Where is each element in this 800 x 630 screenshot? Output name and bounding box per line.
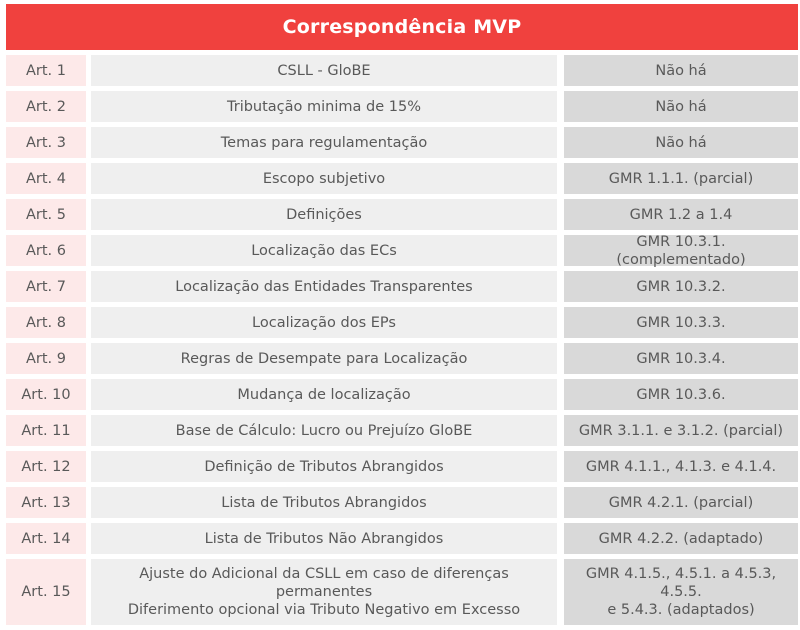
article-cell: Art. 1 <box>6 55 86 86</box>
gmr-line: GMR 4.1.5., 4.5.1. a 4.5.3, 4.5.5. <box>585 566 777 600</box>
gmr-cell: GMR 4.1.1., 4.1.3. e 4.1.4. <box>564 451 798 482</box>
gmr-cell: Não há <box>564 127 798 158</box>
gmr-cell: GMR 10.3.6. <box>564 379 798 410</box>
gmr-cell: GMR 10.3.4. <box>564 343 798 374</box>
topic-cell: Definição de Tributos Abrangidos <box>91 451 557 482</box>
topic-line: Diferimento opcional via Tributo Negativ… <box>127 602 521 618</box>
article-cell: Art. 5 <box>6 199 86 230</box>
table-row: Art. 10 Mudança de localização GMR 10.3.… <box>6 379 798 410</box>
table-row: Art. 9 Regras de Desempate para Localiza… <box>6 343 798 374</box>
gmr-cell: GMR 10.3.3. <box>564 307 798 338</box>
gmr-line: e 5.4.3. (adaptados) <box>607 602 755 618</box>
table-row: Art. 1 CSLL - GloBE Não há <box>6 55 798 86</box>
topic-cell: Localização das Entidades Transparentes <box>91 271 557 302</box>
topic-cell: Lista de Tributos Não Abrangidos <box>91 523 557 554</box>
table-row: Art. 7 Localização das Entidades Transpa… <box>6 271 798 302</box>
gmr-cell: GMR 4.2.1. (parcial) <box>564 487 798 518</box>
table-row: Art. 13 Lista de Tributos Abrangidos GMR… <box>6 487 798 518</box>
article-cell: Art. 3 <box>6 127 86 158</box>
article-cell: Art. 15 <box>6 559 86 625</box>
table-title: Correspondência MVP <box>6 4 798 50</box>
article-cell: Art. 14 <box>6 523 86 554</box>
table-body: Art. 1 CSLL - GloBE Não há Art. 2 Tribut… <box>6 55 798 630</box>
topic-cell: Lista de Tributos Abrangidos <box>91 487 557 518</box>
topic-cell: Temas para regulamentação <box>91 127 557 158</box>
table-row: Art. 4 Escopo subjetivo GMR 1.1.1. (parc… <box>6 163 798 194</box>
topic-cell: Tributação minima de 15% <box>91 91 557 122</box>
topic-cell: Regras de Desempate para Localização <box>91 343 557 374</box>
article-cell: Art. 13 <box>6 487 86 518</box>
table-row: Art. 15 Ajuste do Adicional da CSLL em c… <box>6 559 798 625</box>
topic-cell: Escopo subjetivo <box>91 163 557 194</box>
gmr-cell: GMR 10.3.2. <box>564 271 798 302</box>
topic-cell: Base de Cálculo: Lucro ou Prejuízo GloBE <box>91 415 557 446</box>
table-row: Art. 14 Lista de Tributos Não Abrangidos… <box>6 523 798 554</box>
gmr-cell: GMR 3.1.1. e 3.1.2. (parcial) <box>564 415 798 446</box>
table-row: Art. 12 Definição de Tributos Abrangidos… <box>6 451 798 482</box>
topic-cell: Mudança de localização <box>91 379 557 410</box>
gmr-cell: Não há <box>564 91 798 122</box>
table-row: Art. 6 Localização das ECs GMR 10.3.1. (… <box>6 234 798 268</box>
topic-cell: CSLL - GloBE <box>91 55 557 86</box>
article-cell: Art. 9 <box>6 343 86 374</box>
topic-line: Ajuste do Adicional da CSLL em caso de d… <box>139 566 509 600</box>
table-row: Art. 11 Base de Cálculo: Lucro ou Prejuí… <box>6 415 798 446</box>
topic-cell: Ajuste do Adicional da CSLL em caso de d… <box>91 559 557 625</box>
table-row: Art. 2 Tributação minima de 15% Não há <box>6 91 798 122</box>
topic-cell: Definições <box>91 199 557 230</box>
topic-cell: Localização dos EPs <box>91 307 557 338</box>
gmr-cell: GMR 1.1.1. (parcial) <box>564 163 798 194</box>
article-cell: Art. 4 <box>6 163 86 194</box>
article-cell: Art. 7 <box>6 271 86 302</box>
gmr-cell: GMR 4.1.5., 4.5.1. a 4.5.3, 4.5.5. e 5.4… <box>564 559 798 625</box>
table-row: Art. 8 Localização dos EPs GMR 10.3.3. <box>6 307 798 338</box>
gmr-cell: GMR 4.2.2. (adaptado) <box>564 523 798 554</box>
gmr-cell: GMR 1.2 a 1.4 <box>564 199 798 230</box>
topic-cell: Localização das ECs <box>91 235 557 266</box>
gmr-cell: Não há <box>564 55 798 86</box>
article-cell: Art. 8 <box>6 307 86 338</box>
article-cell: Art. 2 <box>6 91 86 122</box>
article-cell: Art. 10 <box>6 379 86 410</box>
article-cell: Art. 6 <box>6 235 86 266</box>
article-cell: Art. 11 <box>6 415 86 446</box>
table-row: Art. 3 Temas para regulamentação Não há <box>6 127 798 158</box>
article-cell: Art. 12 <box>6 451 86 482</box>
gmr-cell: GMR 10.3.1. (complementado) <box>564 234 798 268</box>
table-row: Art. 5 Definições GMR 1.2 a 1.4 <box>6 199 798 230</box>
